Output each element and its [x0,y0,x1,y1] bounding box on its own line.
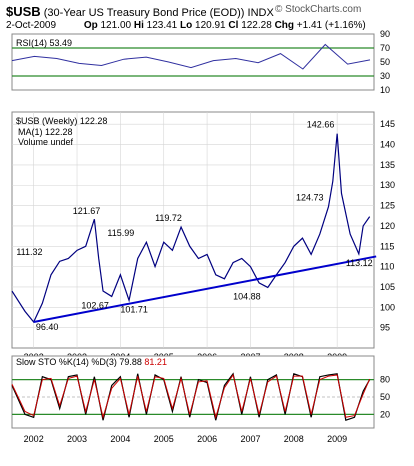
sto-tick-label: 80 [380,375,390,385]
lo-value: 120.91 [195,20,226,31]
hi-label: Hi [133,20,144,31]
sto-frame [11,355,375,429]
price-tick-label: 110 [380,262,394,272]
price-grid [12,112,374,348]
price-frame [11,111,375,349]
sto-x-tick-label: 2003 [67,434,87,444]
op-label: Op [83,20,98,31]
hi-value: 123.41 [146,20,178,31]
price-tick-label: 120 [380,221,395,231]
lo-label: Lo [180,20,193,31]
sto-x-tick-label: 2002 [24,434,44,444]
price-tick-label: 140 [380,140,395,150]
sto-x-tick-label: 2004 [110,434,130,444]
sto-legend-prefix: Slow STO %K(14) %D(3) [16,357,117,367]
rsi-line [11,43,371,70]
price-tick-label: 135 [380,160,395,170]
trendline [33,255,377,323]
rsi-grid [12,47,374,77]
watermark: © StockCharts.com [275,4,362,15]
price-annotation: 124.73 [296,193,324,203]
sto-x-tick-label: 2009 [327,434,347,444]
rsi-ticks: 90 70 50 30 10 [380,29,390,95]
price-annotation: 121.67 [73,206,101,216]
price-annotation: 119.72 [155,213,182,223]
price-annotation: 111.32 [16,247,42,257]
rsi-panel: RSI(14) 53.49 90 70 50 30 10 [11,29,390,95]
sto-d-value: 81.21 [144,357,167,367]
price-tick-label: 100 [380,302,395,312]
rsi-tick-label: 30 [380,71,390,81]
sto-tick-label: 20 [380,409,390,419]
sto-legend: Slow STO %K(14) %D(3) 79.88 81.21 [16,357,167,367]
symbol: $USB [6,4,41,19]
price-annotation: 102.67 [81,300,109,310]
price-title: $USB (Weekly) 122.28 [16,116,107,126]
sto-x-tick-label: 2008 [284,434,304,444]
volume-legend: Volume undef [18,137,74,147]
price-tick-label: 125 [380,201,395,211]
price-tick-label: 105 [380,282,395,292]
quote-line: 2-Oct-2009 Op 121.00 Hi 123.41 Lo 120.91… [6,20,366,31]
price-annotation: 104.88 [233,291,261,301]
rsi-tick-label: 90 [380,29,390,39]
symbol-description: (30-Year US Treasury Bond Price (EOD)) I… [43,7,274,19]
ma-legend: MA(1) 122.28 [18,127,73,137]
op-value: 121.00 [100,20,132,31]
sto-ticks: 80 50 20 [380,375,390,420]
chart-header: $USB (30-Year US Treasury Bond Price (EO… [6,4,274,19]
rsi-tick-label: 50 [380,57,390,67]
rsi-tick-label: 70 [380,43,390,53]
rsi-tick-label: 10 [380,85,390,95]
price-annotation: 96.40 [36,322,59,332]
sto-panel: Slow STO %K(14) %D(3) 79.88 81.21 80 50 20… [11,355,390,444]
rsi-legend: RSI(14) 53.49 [16,38,72,48]
sto-x-tick-label: 2007 [240,434,260,444]
price-tick-label: 130 [380,180,395,190]
sto-x-tick-label: 2006 [197,434,217,444]
price-tick-label: 95 [380,323,390,333]
chg-value: +1.41 (+1.16%) [296,20,366,31]
price-annotation: 113.12 [346,258,373,268]
sto-grid [12,379,374,415]
price-tick-label: 115 [380,241,394,251]
price-annotation: 142.66 [307,120,335,130]
price-annotation: 115.99 [107,228,134,238]
cl-value: 122.28 [241,20,272,31]
price-line [11,133,371,324]
price-tick-label: 145 [380,119,395,129]
sto-k-value: 79.88 [119,357,142,367]
sto-d-line [11,373,371,420]
cl-label: Cl [228,20,239,31]
sto-x-ticks: 2002 2003 2004 2005 2006 2007 2008 2009 [24,434,348,444]
price-annotation: 101.71 [120,304,148,314]
chg-label: Chg [274,20,295,31]
price-annotations: 96.40 111.32 121.67 102.67 101.71 115.99 119.7… [16,120,372,332]
sto-tick-label: 50 [380,392,390,402]
quote-date: 2-Oct-2009 [6,20,57,31]
price-ticks: 145 140 135 130 125 120 115 110 105 100 95 [380,119,395,332]
sto-x-tick-label: 2005 [154,434,174,444]
price-panel: $USB (Weekly) 122.28 MA(1) 122.28 Volume… [11,111,395,362]
